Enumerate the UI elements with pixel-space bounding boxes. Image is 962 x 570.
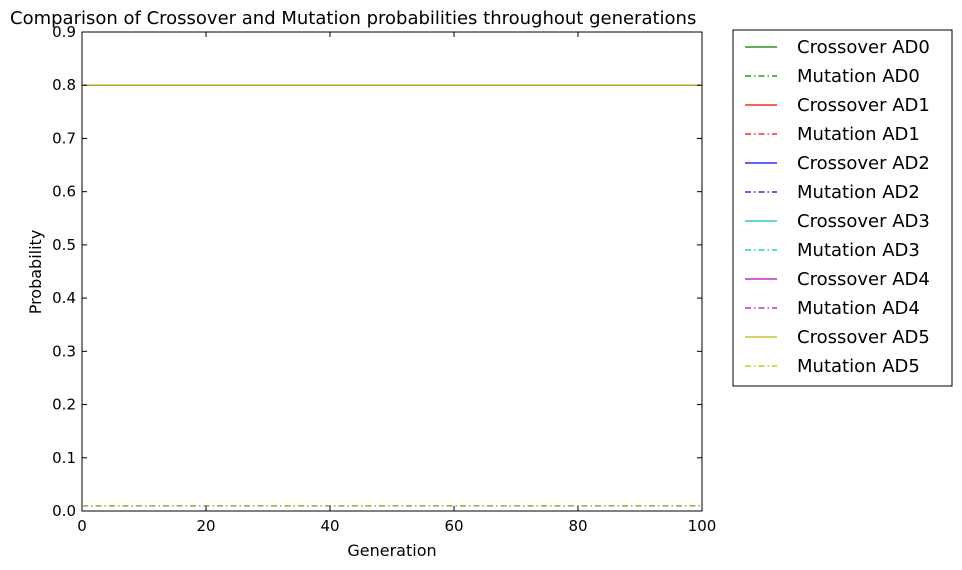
legend: Crossover AD0 Mutation AD0 Crossover AD1 Mu… — [732, 29, 953, 387]
y-tick-label: 0.2 — [52, 396, 76, 414]
y-tick-label: 0.7 — [52, 129, 76, 147]
legend-entry: Mutation AD5 — [797, 356, 920, 377]
legend-entry: Mutation AD4 — [797, 298, 920, 319]
legend-entry: Mutation AD0 — [797, 66, 920, 87]
y-tick-label: 0.1 — [52, 449, 76, 467]
x-tick-label: 40 — [320, 517, 339, 535]
y-tick-label: 0.6 — [52, 183, 76, 201]
x-axis-title: Generation — [347, 541, 436, 560]
chart-title: Comparison of Crossover and Mutation pro… — [10, 8, 696, 29]
y-tick-label: 0.0 — [52, 502, 76, 520]
legend-entry: Crossover AD5 — [797, 327, 930, 348]
legend-entry: Mutation AD1 — [797, 124, 920, 145]
plot-area — [81, 31, 703, 512]
y-tick-label: 0.5 — [52, 236, 76, 254]
plot-frame — [81, 31, 703, 512]
y-tick-label: 0.8 — [52, 76, 76, 94]
y-axis: 0.0 0.1 0.2 0.3 0.4 0.5 0.6 0.7 0.8 0.9 — [52, 23, 702, 520]
y-tick-label: 0.4 — [52, 289, 76, 307]
series-layer — [82, 84, 702, 507]
legend-frame — [732, 29, 953, 387]
legend-entry: Crossover AD0 — [797, 37, 930, 58]
x-axis: 0 20 40 60 80 100 — [77, 32, 716, 535]
x-tick-label: 60 — [444, 517, 463, 535]
legend-entry: Crossover AD3 — [797, 211, 930, 232]
legend-entry: Mutation AD2 — [797, 182, 920, 203]
legend-entry: Crossover AD4 — [797, 269, 930, 290]
x-tick-label: 100 — [688, 517, 717, 535]
y-tick-label: 0.3 — [52, 342, 76, 360]
x-tick-label: 0 — [77, 517, 87, 535]
legend-entry: Crossover AD2 — [797, 153, 930, 174]
legend-entry: Mutation AD3 — [797, 240, 920, 261]
x-tick-label: 80 — [568, 517, 587, 535]
x-tick-label: 20 — [196, 517, 215, 535]
y-axis-title: Probability — [26, 230, 45, 315]
legend-entry: Crossover AD1 — [797, 95, 930, 116]
y-tick-label: 0.9 — [52, 23, 76, 41]
